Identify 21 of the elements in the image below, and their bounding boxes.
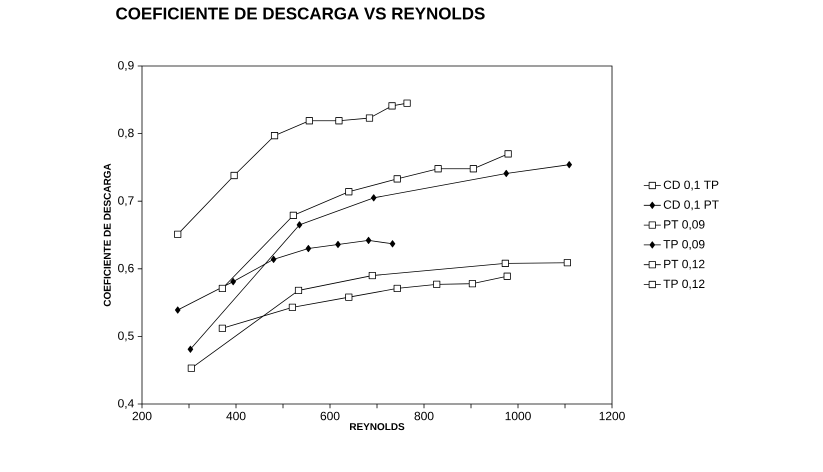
- y-tick-label: 0,4: [118, 399, 134, 409]
- legend-label: CD 0,1 PT: [664, 200, 719, 210]
- x-tick-label: 800: [414, 412, 434, 420]
- legend-label: TP 0,09: [663, 240, 704, 250]
- x-tick-label: 1000: [506, 412, 531, 420]
- chart-title: COEFICIENTE DE DESCARGA VS REYNOLDS: [116, 8, 485, 20]
- legend-label: PT 0,09: [664, 220, 704, 230]
- legend-label: PT 0,12: [664, 260, 704, 270]
- x-tick-label: 400: [226, 412, 246, 420]
- y-tick-label: 0,5: [118, 331, 134, 342]
- y-axis-title: COEFICIENTE DE DESCARGA: [104, 164, 111, 306]
- x-tick-label: 1200: [600, 412, 625, 420]
- y-tick-label: 0,7: [118, 196, 134, 206]
- x-axis-title: REYNOLDS: [350, 423, 404, 430]
- legend-label: TP 0,12: [663, 280, 704, 290]
- y-tick-label: 0,8: [118, 128, 134, 139]
- x-tick-label: 600: [320, 412, 340, 420]
- legend-label: CD 0,1 TP: [664, 180, 718, 190]
- x-tick-label: 200: [132, 412, 152, 420]
- y-tick-label: 0,9: [118, 61, 134, 71]
- y-tick-label: 0,6: [118, 264, 134, 274]
